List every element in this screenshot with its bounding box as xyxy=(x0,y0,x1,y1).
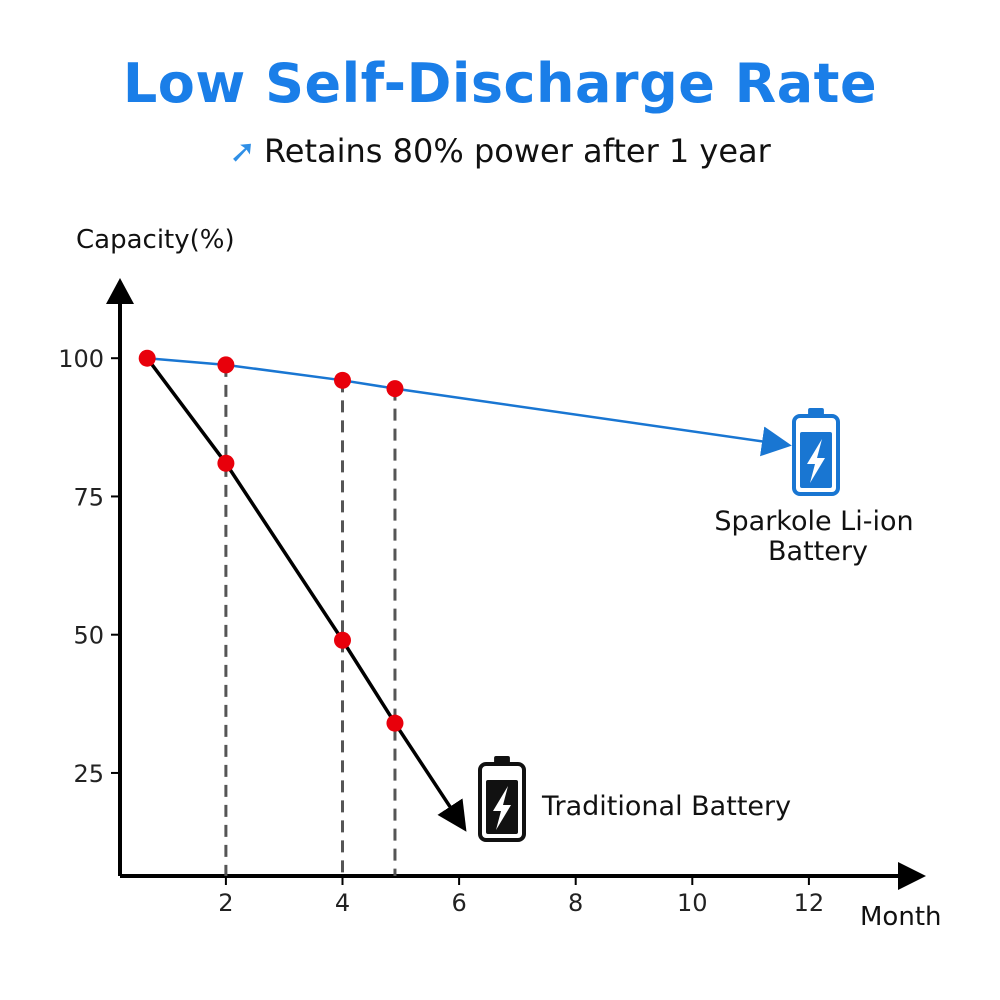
series-line-liion xyxy=(147,356,792,457)
battery-blue-icon-body xyxy=(792,414,840,496)
chart-title: Low Self-Discharge Rate xyxy=(122,52,878,115)
y-tick-label: 75 xyxy=(73,483,104,511)
data-point xyxy=(217,454,235,472)
y-tick-label: 50 xyxy=(73,622,104,650)
x-axis-arrow xyxy=(898,862,926,890)
data-point xyxy=(138,349,156,367)
y-tick-label: 100 xyxy=(58,345,104,373)
series-label-liion-line-2: Battery xyxy=(768,536,868,567)
series-line-traditional xyxy=(145,357,467,832)
x-tick-label: 12 xyxy=(794,889,825,917)
arrow-up-right-icon: ➚ xyxy=(229,132,256,170)
x-axis-title: Month xyxy=(860,902,942,932)
data-point xyxy=(334,371,351,389)
battery-black-icon-body xyxy=(478,762,526,842)
x-tick-label: 10 xyxy=(677,889,708,917)
battery-black-icon-bolt xyxy=(493,786,511,830)
x-tick-label: 6 xyxy=(451,889,466,917)
chart-subtitle: ➚ Retains 80% power after 1 year xyxy=(0,132,1000,170)
data-point xyxy=(386,380,404,398)
data-point xyxy=(217,356,235,374)
data-point xyxy=(386,714,404,732)
data-point xyxy=(334,631,351,649)
series-label-liion-line-1: Sparkole Li-ion xyxy=(714,506,913,537)
y-axis-arrow xyxy=(106,278,134,304)
x-tick-label: 4 xyxy=(335,889,350,917)
y-axis-title: Capacity(%) xyxy=(76,225,235,255)
subtitle-text: Retains 80% power after 1 year xyxy=(263,132,771,170)
x-tick-label: 2 xyxy=(218,889,233,917)
y-tick-label: 25 xyxy=(73,760,104,788)
series-label-traditional: Traditional Battery xyxy=(541,791,791,822)
x-tick-label: 8 xyxy=(568,889,583,917)
battery-blue-icon-bolt xyxy=(807,439,825,483)
